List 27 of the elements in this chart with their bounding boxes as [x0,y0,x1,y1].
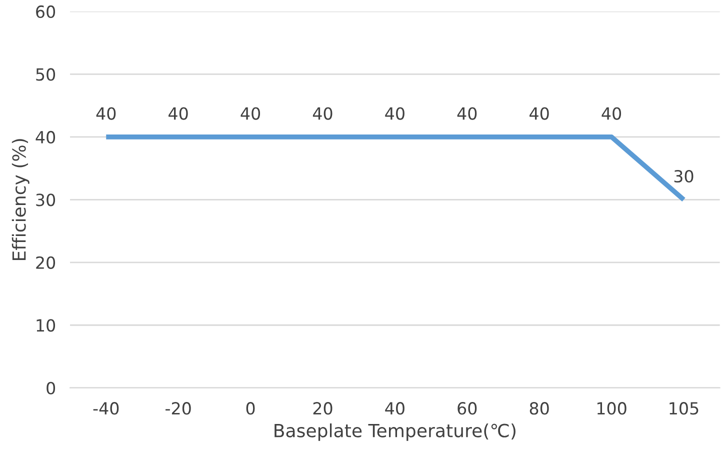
x-tick-label: -20 [166,402,191,415]
x-tick-label: 80 [530,402,549,415]
data-label: 40 [168,107,188,120]
y-tick-label: 40 [36,130,56,144]
x-tick-label: 100 [597,402,626,415]
data-label: 40 [457,107,477,120]
data-label: 40 [240,107,260,120]
data-label: 40 [96,107,116,120]
x-tick-label: 0 [246,402,255,415]
y-axis-title: Efficiency (%) [12,139,30,260]
data-label: 40 [602,107,622,120]
data-label: 40 [530,107,549,120]
y-tick-label: 20 [36,256,56,269]
x-axis-title: Baseplate Temperature(℃) [274,423,516,441]
y-tick-label: 50 [36,68,56,81]
x-tick-label: -40 [93,402,119,415]
y-tick-label: 10 [36,319,56,332]
data-label: 30 [674,170,694,183]
data-label: 40 [312,107,332,120]
x-tick-label: 20 [313,402,332,415]
x-tick-label: 60 [458,402,477,415]
y-tick-label: 0 [46,382,56,394]
y-tick-label: 60 [36,5,56,18]
data-label: 40 [385,107,404,120]
y-tick-label: 30 [36,194,56,206]
x-tick-label: 40 [385,402,404,415]
x-tick-label: 105 [670,402,698,415]
